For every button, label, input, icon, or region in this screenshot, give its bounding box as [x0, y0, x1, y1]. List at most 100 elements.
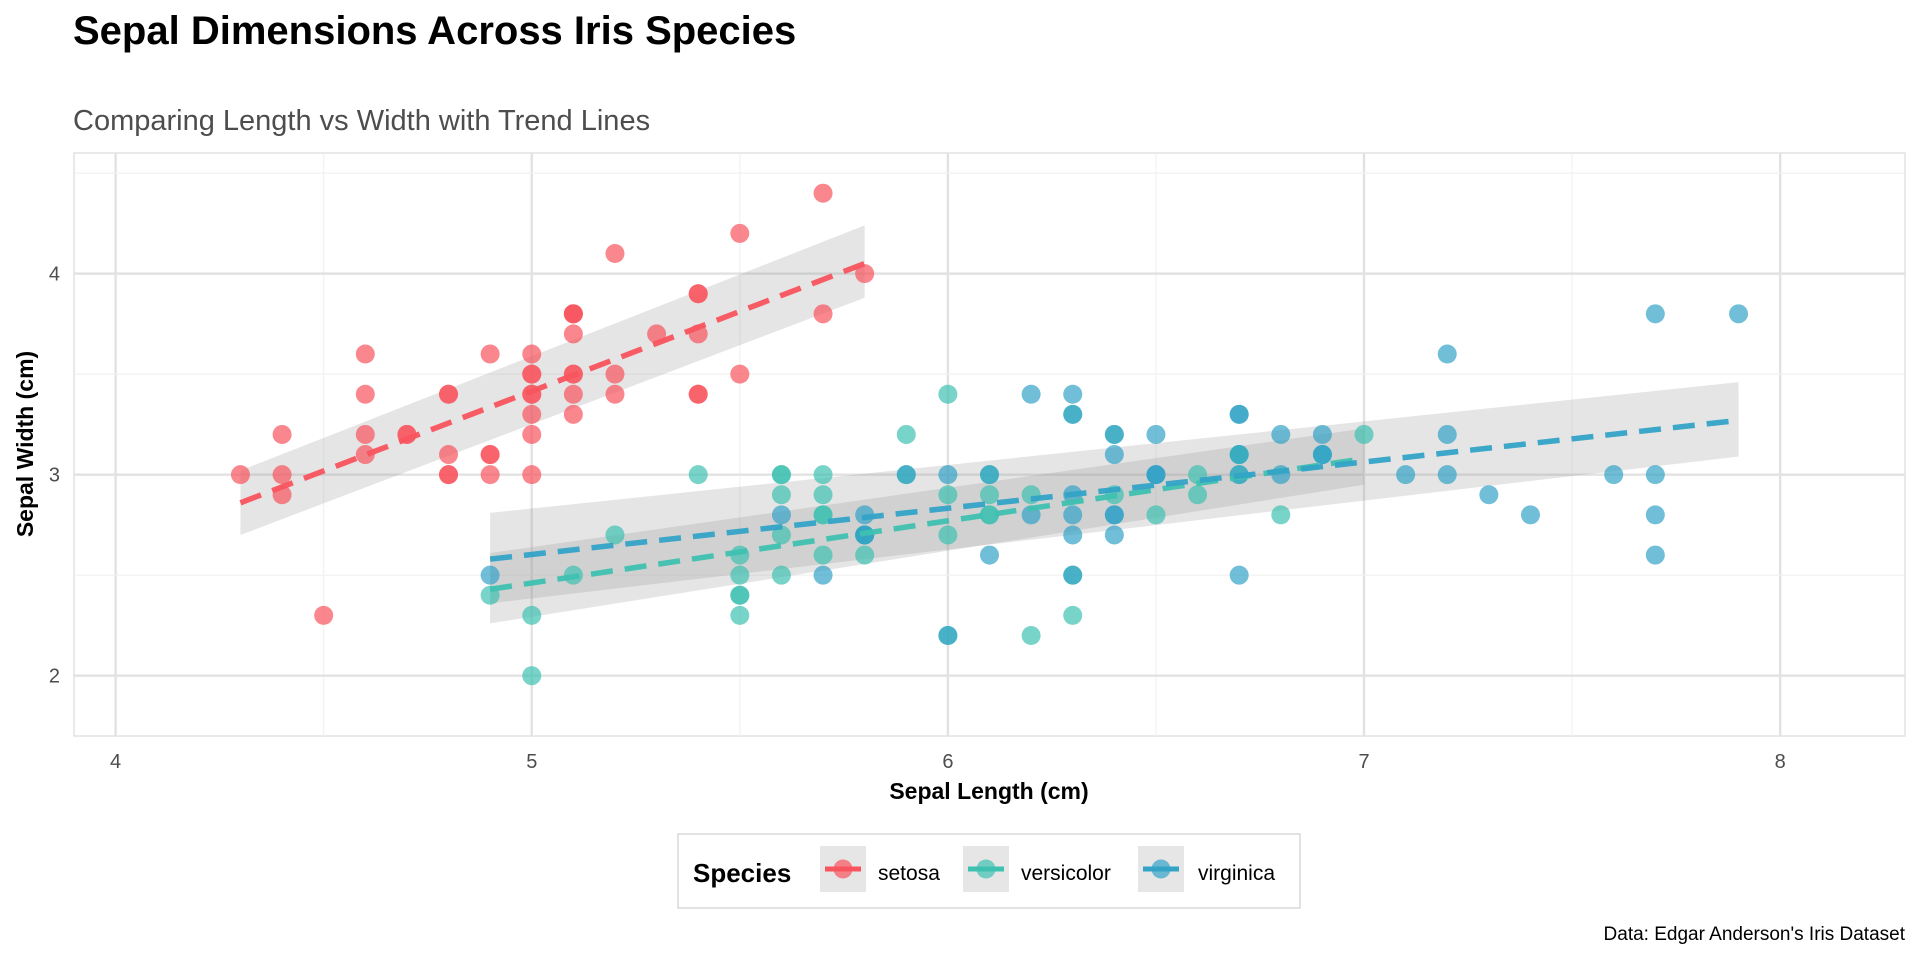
legend-label-setosa: setosa [878, 862, 940, 885]
confidence-band-versicolor [490, 428, 1365, 624]
point-virginica [1396, 465, 1416, 485]
point-setosa [563, 384, 583, 404]
point-virginica [1271, 424, 1291, 444]
point-virginica [1437, 344, 1457, 364]
point-virginica [1312, 445, 1332, 465]
data-points [230, 183, 1749, 686]
point-setosa [355, 424, 375, 444]
point-virginica [980, 545, 999, 565]
legend-key-point-virginica [1151, 859, 1171, 879]
point-versicolor [688, 465, 708, 485]
point-virginica [1604, 465, 1624, 485]
trend-lines [239, 261, 1739, 592]
point-versicolor [938, 525, 958, 545]
point-virginica [1229, 404, 1249, 424]
legend-keys: setosa versicolor virginica [820, 846, 1275, 892]
point-versicolor [813, 545, 833, 565]
point-virginica [1645, 465, 1665, 485]
point-setosa [439, 465, 459, 485]
point-virginica [1520, 505, 1540, 525]
point-versicolor [1354, 424, 1374, 444]
point-versicolor [1063, 605, 1083, 625]
legend-key-point-versicolor [976, 859, 996, 879]
point-setosa [605, 384, 625, 404]
point-versicolor [730, 565, 750, 585]
x-tick-label: 8 [1775, 751, 1786, 773]
point-virginica [1063, 565, 1083, 585]
point-versicolor [771, 485, 791, 505]
point-virginica [1063, 384, 1083, 404]
y-tick-label: 3 [49, 465, 60, 487]
x-tick-label: 4 [110, 751, 121, 773]
point-versicolor [896, 424, 916, 444]
x-tick-label: 7 [1358, 751, 1369, 773]
point-setosa [563, 404, 583, 424]
point-virginica [1479, 485, 1499, 505]
legend-label-versicolor: versicolor [1021, 862, 1111, 885]
point-versicolor [980, 485, 999, 505]
y-tick-label: 4 [49, 264, 60, 286]
point-setosa [480, 344, 500, 364]
legend-key-point-setosa [833, 859, 853, 879]
point-virginica [1021, 384, 1041, 404]
point-versicolor [938, 384, 958, 404]
point-virginica [1437, 465, 1457, 485]
point-virginica [1645, 304, 1665, 324]
point-virginica [1104, 525, 1124, 545]
point-virginica [1729, 304, 1749, 324]
point-setosa [522, 364, 542, 384]
point-setosa [563, 304, 583, 324]
trend-line-versicolor [489, 455, 1365, 592]
point-setosa [855, 264, 875, 284]
point-setosa [730, 223, 750, 243]
point-versicolor [855, 545, 875, 565]
point-virginica [1063, 505, 1083, 525]
point-setosa [355, 445, 375, 465]
point-virginica [1645, 505, 1665, 525]
point-setosa [813, 304, 833, 324]
point-versicolor [813, 485, 833, 505]
point-setosa [688, 284, 708, 304]
point-versicolor [730, 605, 750, 625]
point-versicolor [771, 525, 791, 545]
point-virginica [813, 565, 833, 585]
point-setosa [480, 445, 500, 465]
point-setosa [688, 384, 708, 404]
trend-line-setosa [239, 261, 866, 506]
point-setosa [605, 364, 625, 384]
point-virginica [1229, 565, 1249, 585]
point-versicolor [813, 505, 833, 525]
point-setosa [272, 465, 292, 485]
point-versicolor [522, 605, 542, 625]
point-setosa [730, 364, 750, 384]
point-virginica [1312, 424, 1332, 444]
point-versicolor [771, 565, 791, 585]
point-virginica [1063, 404, 1083, 424]
x-tick-label: 5 [526, 751, 537, 773]
point-virginica [771, 505, 791, 525]
point-virginica [1104, 445, 1124, 465]
point-versicolor [605, 525, 625, 545]
point-virginica [896, 465, 916, 485]
point-setosa [605, 244, 625, 264]
point-versicolor [730, 585, 750, 605]
point-virginica [1063, 525, 1083, 545]
point-setosa [314, 605, 334, 625]
legend-label-virginica: virginica [1198, 862, 1275, 885]
x-axis-ticks: 4 5 6 7 8 [110, 751, 1786, 773]
chart-subtitle: Comparing Length vs Width with Trend Lin… [73, 105, 650, 137]
point-setosa [522, 404, 542, 424]
point-virginica [938, 465, 958, 485]
y-axis-ticks: 2 3 4 [49, 264, 60, 688]
confidence-band-setosa [240, 225, 865, 535]
point-setosa [439, 445, 459, 465]
point-virginica [1104, 505, 1124, 525]
point-versicolor [1021, 625, 1041, 645]
point-setosa [230, 465, 250, 485]
point-virginica [980, 465, 999, 485]
point-setosa [439, 384, 459, 404]
point-setosa [355, 344, 375, 364]
point-versicolor [980, 505, 999, 525]
chart-caption: Data: Edgar Anderson's Iris Dataset [1604, 924, 1906, 945]
